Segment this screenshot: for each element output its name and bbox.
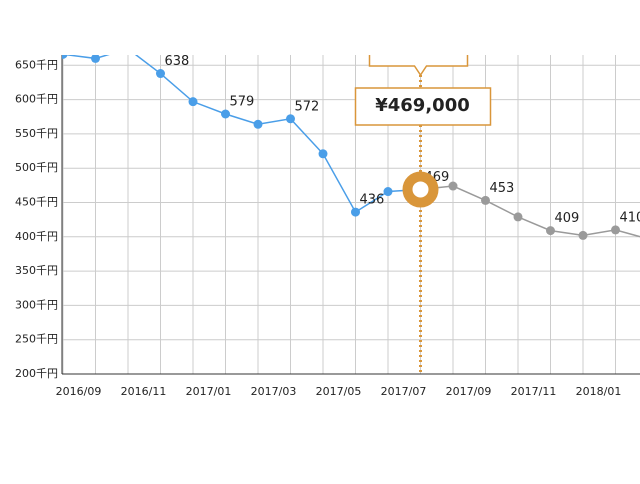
x-tick-label: 2017/09 [446,385,492,398]
point [286,114,295,123]
data-label: 572 [295,99,320,114]
point [514,212,523,221]
tooltip-text: ¥469,000 [375,95,470,116]
data-label: 638 [165,54,190,69]
overlay: ¥469,000 [356,55,491,374]
point [481,196,490,205]
point [91,54,100,63]
x-tick-label: 2017/05 [316,385,362,398]
point [59,50,68,59]
point [156,69,165,78]
grid: 200千円 250千円 300千円 350千円 400千円 450千円 500千円 550千円… [15,55,640,398]
x-tick-label: 2016/09 [56,385,102,398]
x-tick-label: 2017/07 [381,385,427,398]
y-tick-label: 300千円 [15,298,58,311]
y-tick-label: 500千円 [15,161,58,174]
data-label: 409 [555,211,580,226]
x-tick-label: 2017/01 [186,385,232,398]
x-tick-label: 2016/11 [121,385,167,398]
highlight-point [408,176,434,202]
y-tick-label: 400千円 [15,230,58,243]
line [63,49,421,212]
y-tick-label: 350千円 [15,264,58,277]
data-label: 453 [490,181,515,196]
point [319,149,328,158]
point [384,187,393,196]
y-tick-label: 650千円 [15,58,58,71]
x-tick-label: 2017/03 [251,385,297,398]
y-tick-label: 450千円 [15,195,58,208]
point [221,109,230,118]
point [254,120,263,129]
point [449,182,458,191]
point [611,225,620,234]
x-tick-label: 2017/11 [511,385,557,398]
point [124,44,133,53]
point [351,208,360,217]
y-tick-label: 600千円 [15,93,58,106]
point [546,226,555,235]
x-tick-label: 2018/01 [576,385,622,398]
plot-area: 638579572436469453409410 [59,44,640,243]
data-label: 410 [620,210,640,225]
point [189,97,198,106]
data-label: 579 [230,94,255,109]
y-tick-label: 550千円 [15,127,58,140]
y-tick-label: 200千円 [15,367,58,380]
y-tick-label: 250千円 [15,333,58,346]
point [579,231,588,240]
data-label: 436 [360,193,385,208]
